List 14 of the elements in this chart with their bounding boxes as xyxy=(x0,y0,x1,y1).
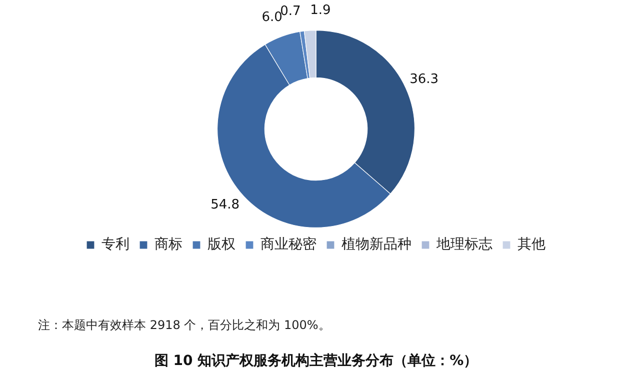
data-label: 6.0 xyxy=(262,10,282,25)
legend-label: 地理标志 xyxy=(436,236,492,253)
text: 图 10 知识产权服务机构主营业务分布（单位：%） xyxy=(153,352,479,370)
data-label: 36.3 xyxy=(410,72,439,88)
legend-label: 植物新品种 xyxy=(342,236,412,253)
legend-label: 商业秘密 xyxy=(260,236,316,253)
data-label: 1.9 xyxy=(310,2,331,18)
data-label: 54.8 xyxy=(210,198,240,213)
data-label: 0.7 xyxy=(280,4,301,19)
legend-label: 专利 xyxy=(102,236,130,253)
legend-label: 商标 xyxy=(154,236,182,253)
text: 注：本题中有效样本 2918 个，百分比之和为 100%。 xyxy=(38,317,330,334)
legend-label: 版权 xyxy=(208,236,236,253)
legend-label: 其他 xyxy=(518,236,546,253)
